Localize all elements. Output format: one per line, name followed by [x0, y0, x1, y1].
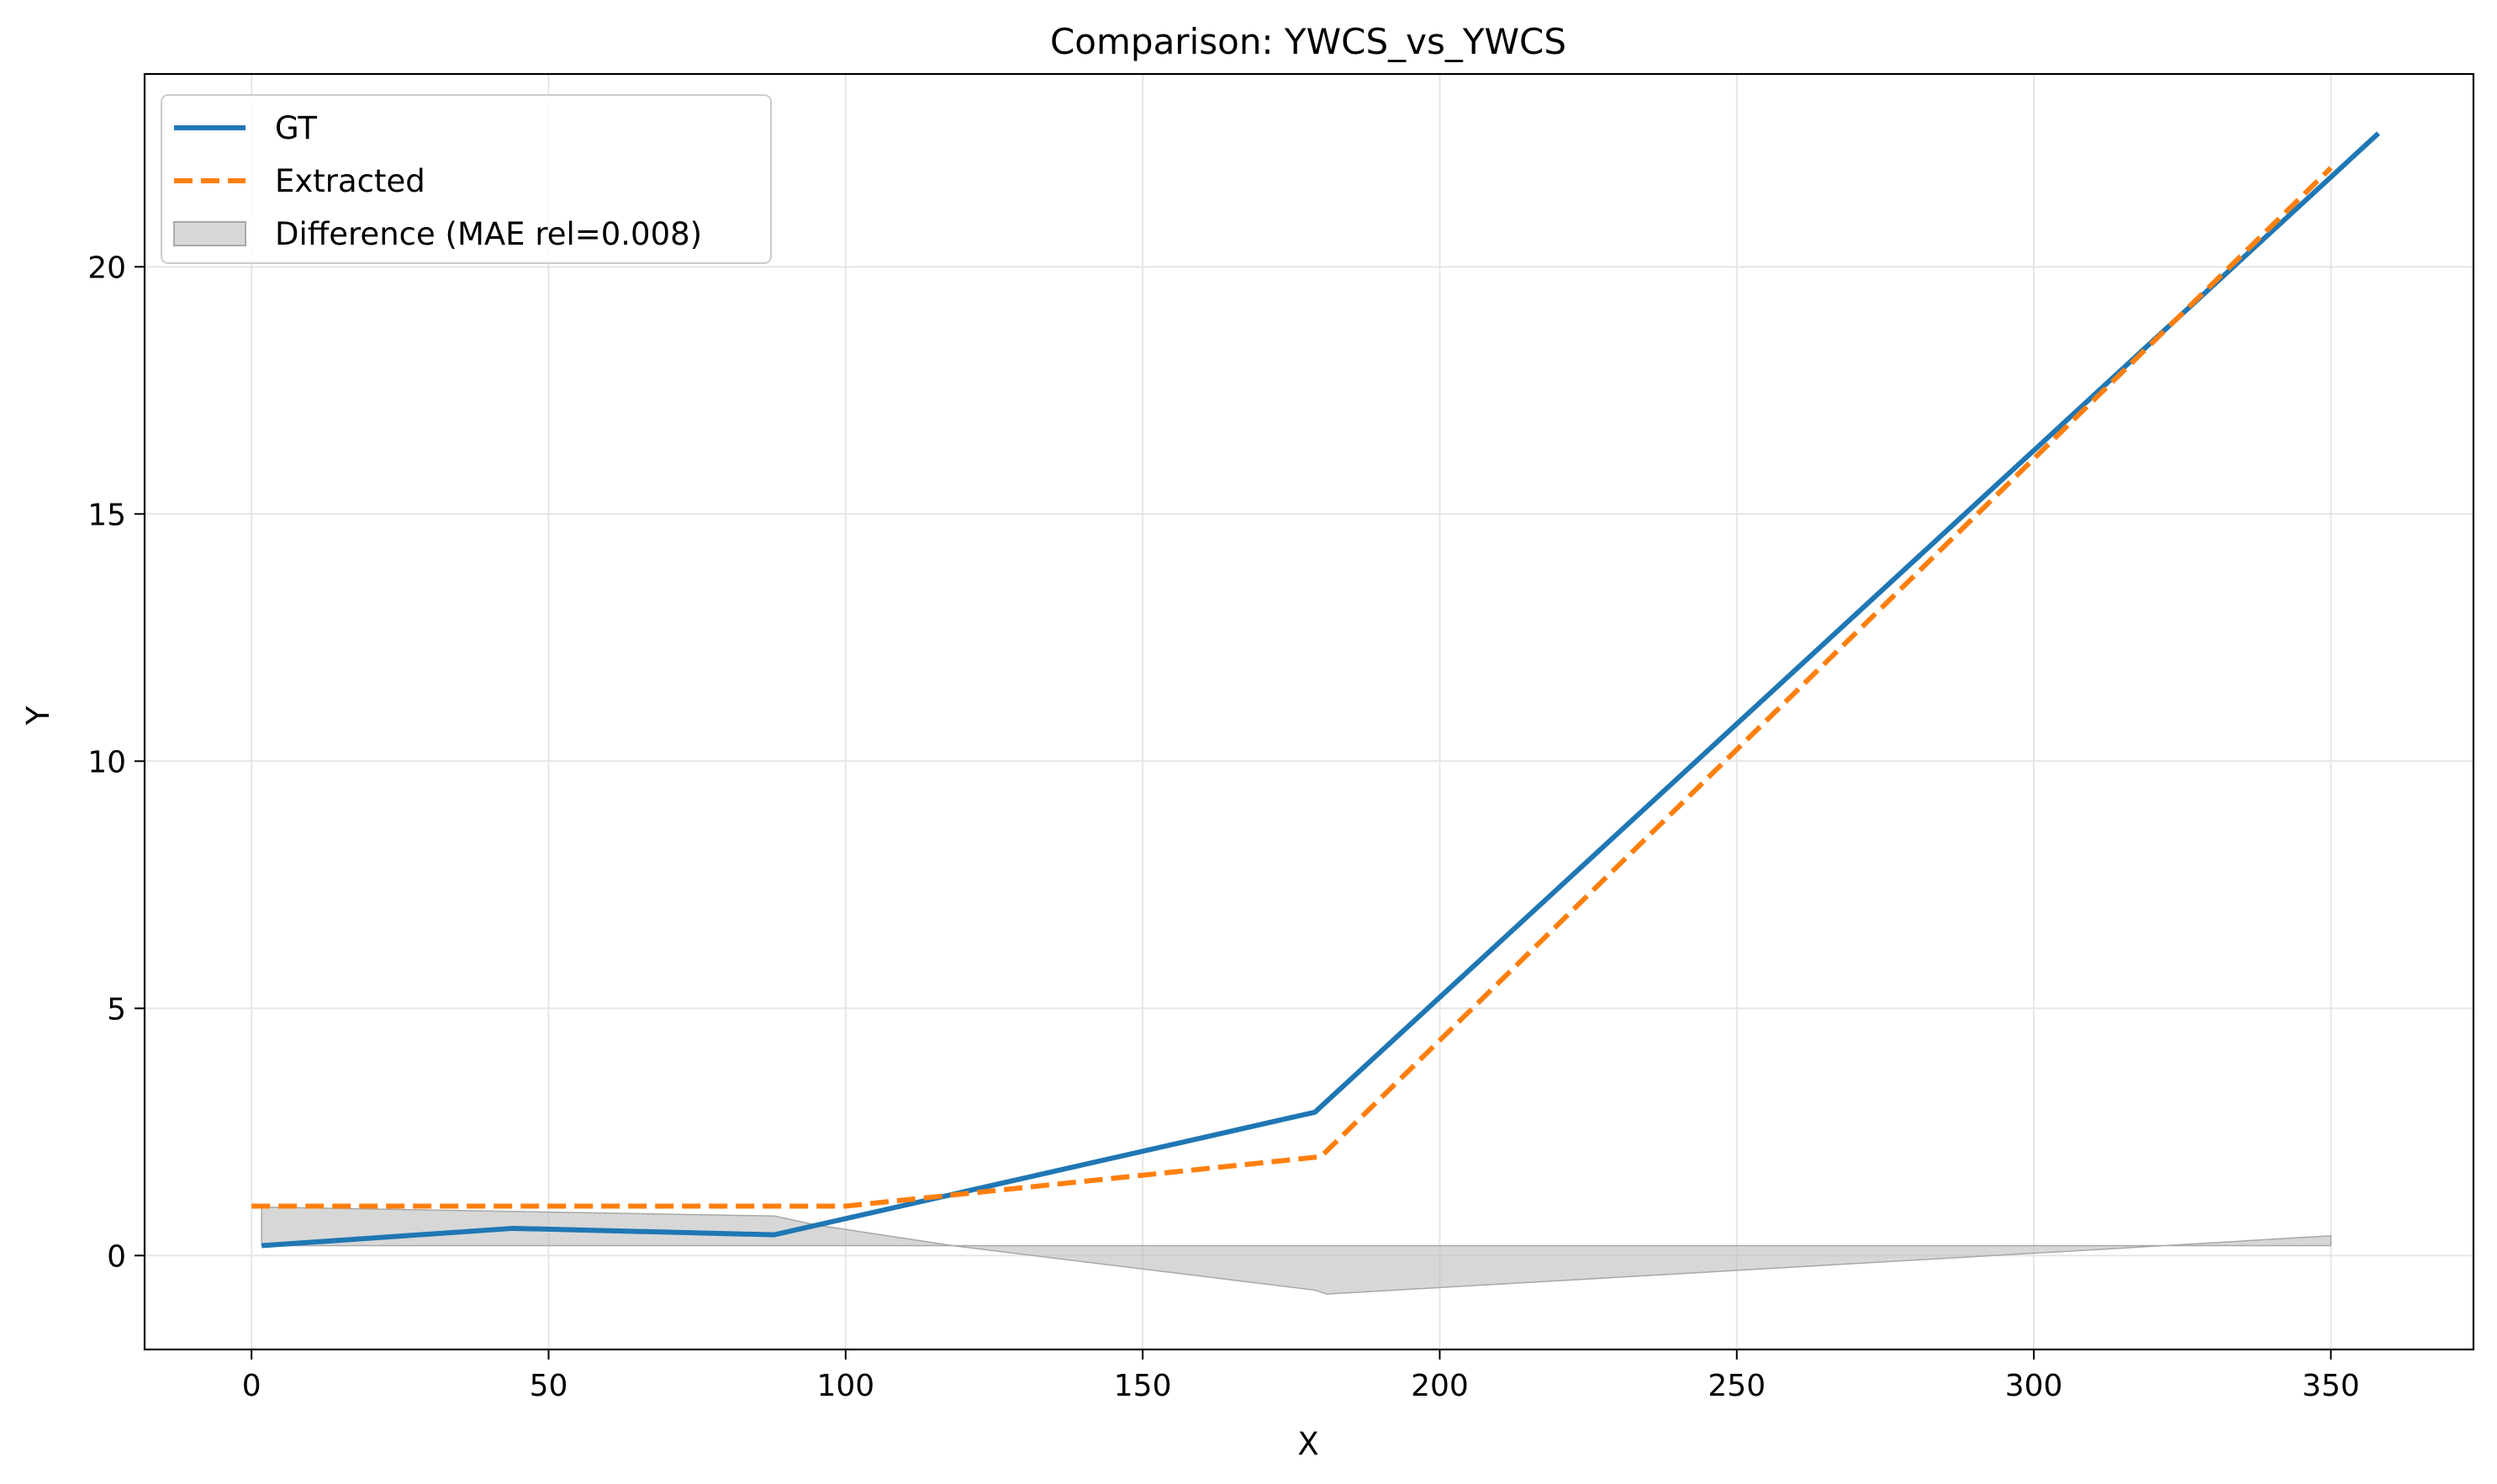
- x-tick-label: 100: [816, 1369, 874, 1403]
- y-tick-label: 10: [87, 745, 126, 779]
- x-tick-label: 300: [2005, 1369, 2063, 1403]
- difference-band: [261, 1206, 2332, 1295]
- x-tick-label: 150: [1114, 1369, 1172, 1403]
- y-tick-label: 20: [87, 251, 126, 285]
- x-tick-label: 200: [1411, 1369, 1469, 1403]
- legend-label: Extracted: [275, 163, 425, 199]
- plot-frame: [143, 72, 2475, 1351]
- ticks: 0 50 100 150 200 250 300 350 0 5 10 15 20: [87, 251, 2360, 1403]
- legend-swatch-difference: [173, 221, 246, 246]
- chart-title: Comparison: YWCS_vs_YWCS: [1050, 21, 1566, 62]
- legend: GT Extracted Difference (MAE rel=0.008): [161, 94, 772, 264]
- series-layer: [251, 131, 2380, 1249]
- difference-band-layer: [261, 1206, 2332, 1295]
- x-tick-label: 250: [1708, 1369, 1766, 1403]
- y-tick-label: 15: [87, 498, 126, 532]
- y-axis-label: Y: [20, 705, 56, 726]
- legend-box: [161, 94, 772, 264]
- y-tick-label: 0: [107, 1239, 126, 1274]
- x-tick-label: 50: [530, 1369, 568, 1403]
- series-line-extracted: [251, 166, 2333, 1209]
- y-tick-label: 5: [107, 992, 126, 1027]
- x-tick-label: 350: [2302, 1369, 2360, 1403]
- x-axis-label: X: [1297, 1426, 1318, 1462]
- legend-label: GT: [275, 110, 317, 146]
- series-line-gt: [261, 131, 2380, 1249]
- legend-label: Difference (MAE rel=0.008): [275, 216, 702, 252]
- x-tick-label: 0: [242, 1369, 261, 1403]
- grid: [145, 74, 2473, 1349]
